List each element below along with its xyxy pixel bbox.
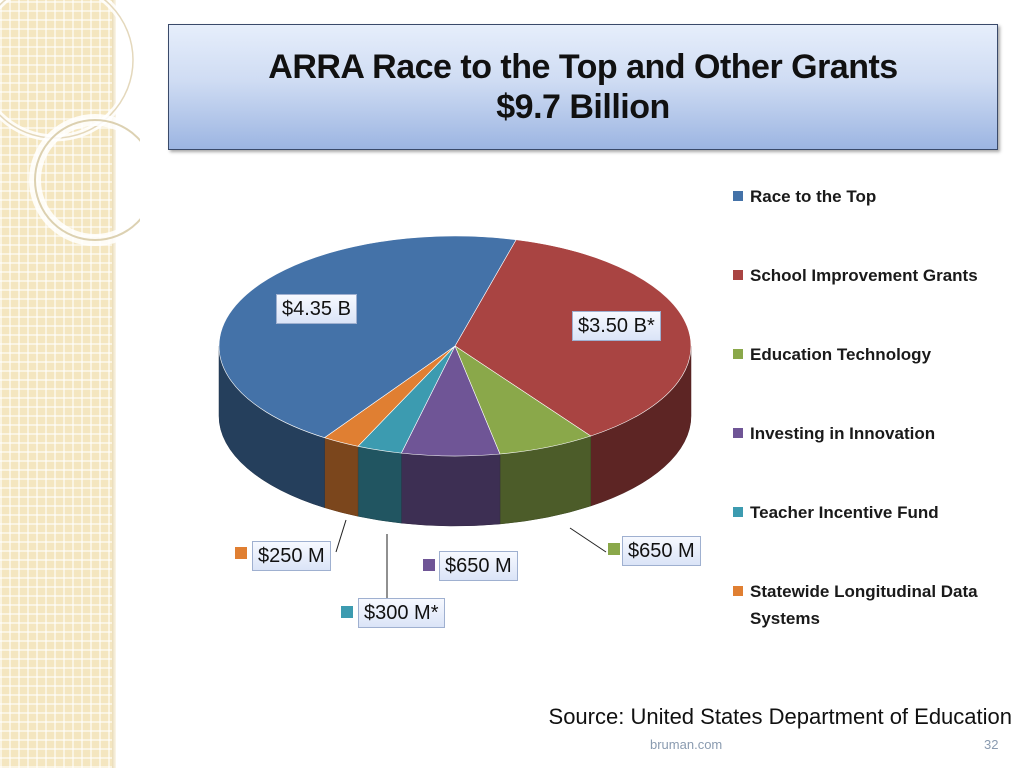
legend-label: Teacher Incentive Fund [750,503,939,522]
pie-slice-race-to-the-top [218,235,517,438]
chart-subtitle: $9.7 Billion [496,88,670,126]
legend-label: Race to the Top [750,187,877,206]
chart-title: ARRA Race to the Top and Other Grants [268,48,898,86]
data-label-investing-in-innovation: $650 M [439,551,518,581]
legend-swatch [733,270,743,280]
title-banner: ARRA Race to the Top and Other Grants $9… [168,24,998,150]
legend-swatch [733,349,743,359]
data-label-education-technology: $650 M [622,536,701,566]
legend-label: Investing in Innovation [750,424,936,443]
legend-label: Education Technology [750,345,932,364]
legend-item-school-improvement-grants: School Improvement Grants [733,262,1018,289]
legend-swatch [733,191,743,201]
data-label-swatch [235,547,247,559]
legend-swatch [733,586,743,596]
data-label-teacher-incentive-fund: $300 M* [358,598,445,628]
data-label-school-improvement-grants: $3.50 B* [572,311,661,341]
data-label-swatch [608,543,620,555]
decorative-strip-edge [112,0,116,768]
legend-swatch [733,428,743,438]
data-label-swatch [341,606,353,618]
leader-line [335,519,347,553]
legend-item-investing-in-innovation: Investing in Innovation [733,420,1018,447]
pie-slice-side [357,445,402,524]
data-label-statewide-longitudinal-data-systems: $250 M [252,541,331,571]
decorative-rings [0,0,140,246]
footer-site: bruman.com [650,737,723,752]
data-label-race-to-the-top: $4.35 B [276,294,357,324]
legend-item-teacher-incentive-fund: Teacher Incentive Fund [733,499,1018,526]
source-note: Source: United States Department of Educ… [548,704,1012,729]
legend-label: School Improvement Grants [750,266,978,285]
pie-slice-side [324,437,359,517]
legend-item-race-to-the-top: Race to the Top [733,183,1018,210]
leader-line [569,527,607,553]
page-number: 32 [984,737,999,752]
pie-slice-side [401,452,501,527]
legend-label: Statewide Longitudinal Data Systems [750,582,978,628]
legend-swatch [733,507,743,517]
legend-item-statewide-longitudinal-data-systems: Statewide Longitudinal Data Systems [733,578,1018,632]
legend-item-education-technology: Education Technology [733,341,1018,368]
data-label-swatch [423,559,435,571]
